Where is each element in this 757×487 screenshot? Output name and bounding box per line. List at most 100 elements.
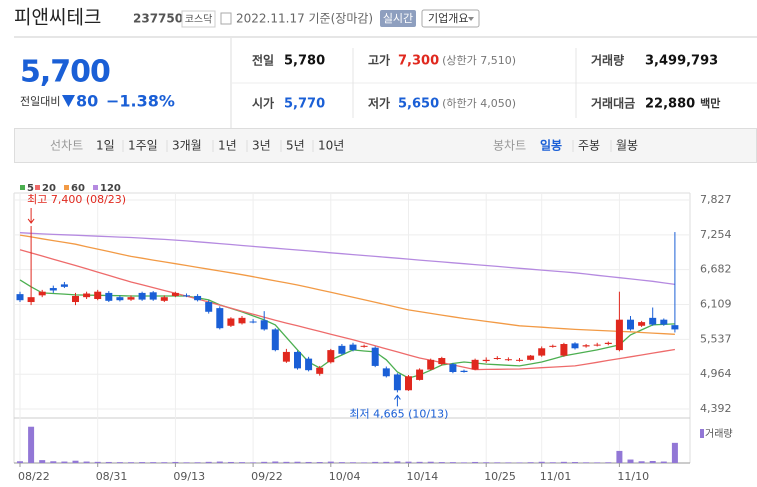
moving-average-line [19,249,676,371]
volume-bar [461,462,467,463]
stat-note: (상한가 7,510) [442,54,516,67]
period-tab[interactable]: 일봉 [540,139,562,153]
volume-bar [283,461,290,463]
period-tab[interactable]: 1일 [96,139,115,153]
period-tab[interactable]: 주봉 [578,139,600,153]
period-tab[interactable]: 5년 [286,139,305,153]
legend-swatch [20,185,25,190]
stat-value: 3,499,793 [645,54,718,69]
volume-bar [649,460,656,463]
realtime-label[interactable]: 실시간 [383,12,413,25]
volume-bar [161,462,168,463]
volume-bar [438,462,445,463]
candle-body [560,344,568,356]
volume-bar [261,461,268,463]
company-info-label[interactable]: 기업개요 [428,12,468,25]
candle-body [127,297,135,300]
volume-bar [216,461,223,463]
candle-body [482,359,490,362]
volume-bar [583,462,590,463]
legend-label: 60 [71,183,85,194]
volume-bar [172,461,179,463]
candle-body [660,319,668,325]
period-tab[interactable]: 1년 [218,139,237,153]
candle-body [615,319,623,351]
volume-bar [505,462,512,463]
period-tab[interactable]: 3개월 [172,139,202,153]
period-tab[interactable]: 3년 [252,139,271,153]
volume-bar [527,462,534,463]
volume-bar [538,461,545,463]
candle-body [571,343,579,349]
realtime-button[interactable] [380,10,416,27]
candle-body [371,347,379,366]
candle-body [493,358,501,360]
volume-bar [605,462,612,463]
period-tab[interactable]: 1주일 [128,139,158,153]
company-info-button[interactable] [421,9,480,28]
y-tick-label: 7,827 [700,193,732,206]
change-percent: −1.38% [106,92,175,111]
stat-label: 거래량 [591,53,624,68]
volume-bar [361,462,368,463]
candle-body [393,374,401,391]
stat-label: 저가 [368,96,390,111]
period-tab[interactable]: 월봉 [616,139,638,153]
x-tick-label: 09/22 [251,470,283,483]
candle-body [671,325,679,330]
volume-bar [72,460,79,463]
candle-body [16,294,24,301]
volume-bar [594,462,601,463]
volume-bar [494,462,501,463]
volume-label: 거래량 [705,428,733,440]
candle-body [527,355,535,360]
volume-bar [250,462,257,463]
candle-body [216,308,224,329]
volume-bar [572,462,578,463]
candle-body [94,291,102,299]
y-tick-label: 5,537 [700,332,732,345]
stat-label: 시가 [252,96,274,111]
volume-bar [116,462,123,463]
min-annotation: 최저 4,665 (10/13) [349,407,448,420]
volume-bar [316,462,323,463]
volume-bar [28,426,35,463]
period-tab[interactable]: 10년 [318,139,344,153]
change-label: 전일대비 [20,94,60,108]
y-tick-label: 7,254 [700,228,732,241]
x-tick-label: 10/04 [329,470,361,483]
x-tick-label: 08/31 [96,470,128,483]
max-arrow [27,207,35,224]
stock-name: 피앤씨테크 [14,7,101,29]
candle-body [604,342,612,345]
candle-body [194,295,202,301]
candle-body [471,359,479,370]
volume-bar [383,461,390,463]
volume-bar [449,462,456,463]
volume-bar [39,460,46,463]
volume-bar [272,461,279,463]
candle-body [171,292,179,296]
moving-average-line [19,232,675,286]
volume-bar [294,461,301,463]
candle-body [593,344,601,346]
volume-bar [327,461,334,463]
y-tick-label: 4,964 [700,367,732,380]
y-tick-label: 4,392 [700,402,732,415]
candle-body [27,297,35,303]
min-arrow [394,394,401,407]
candle-body [382,368,390,377]
stat-label: 거래대금 [591,96,635,111]
candle-body [338,345,346,354]
volume-bar [194,462,201,463]
max-annotation: 최고 7,400 (08/23) [27,193,126,206]
down-arrow [62,95,75,107]
stock-code: 237750 [133,12,183,26]
candle-body [449,364,457,373]
legend-swatch [93,185,98,190]
candle-body [416,369,424,380]
legend-swatch [35,185,40,190]
stat-value: 22,880 [645,97,695,112]
volume-bar [94,461,101,463]
price: 5,700 [20,55,110,90]
